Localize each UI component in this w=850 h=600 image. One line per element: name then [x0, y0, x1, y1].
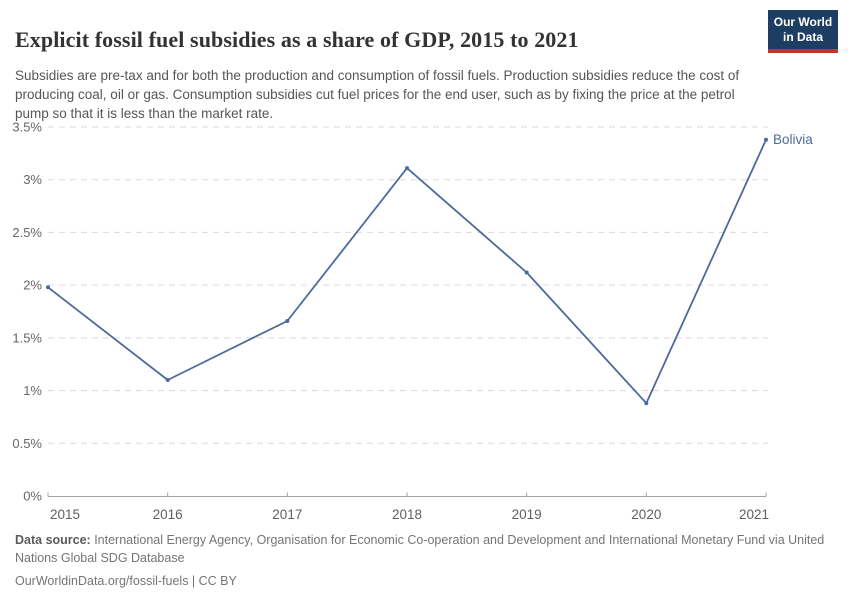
y-tick-label: 3.5%: [12, 120, 42, 135]
x-tick-label: 2016: [153, 507, 183, 522]
chart-subtitle: Subsidies are pre-tax and for both the p…: [15, 67, 740, 121]
line-chart[interactable]: 0% 0.5% 1% 1.5% 2% 2.5% 3% 3.5% 2015 2016 2017 2018…: [0, 110, 850, 525]
y-tick-label: 0.5%: [12, 436, 42, 451]
x-tick-label: 2015: [50, 507, 80, 522]
x-tick-label: 2021: [739, 507, 769, 522]
data-point[interactable]: [285, 319, 290, 323]
citation-line: OurWorldinData.org/fossil-fuels | CC BY: [15, 574, 237, 588]
x-tick-label: 2018: [392, 507, 422, 522]
x-tick-label: 2020: [631, 507, 661, 522]
data-point[interactable]: [46, 285, 50, 290]
owid-logo: Our World in Data: [768, 10, 838, 53]
data-point[interactable]: [524, 270, 529, 275]
data-point[interactable]: [405, 166, 409, 171]
owid-logo-line1: Our World: [773, 15, 833, 29]
chart-title: Explicit fossil fuel subsidies as a shar…: [15, 26, 579, 52]
data-point[interactable]: [644, 401, 649, 406]
chart-footer: Data source: International Energy Agency…: [15, 531, 825, 590]
x-tick-label: 2017: [272, 507, 302, 522]
data-point[interactable]: [764, 137, 768, 142]
owid-logo-line2: in Data: [782, 30, 823, 44]
series-end-label[interactable]: Bolivia: [773, 132, 813, 147]
data-source-text: International Energy Agency, Organisatio…: [15, 533, 825, 565]
y-tick-label: 0%: [23, 489, 42, 504]
y-tick-label: 2.5%: [12, 225, 42, 240]
y-tick-label: 1%: [23, 383, 42, 398]
data-source-note: Data source: International Energy Agency…: [15, 531, 825, 567]
x-tick-label: 2019: [512, 507, 542, 522]
data-source-label: Data source:: [15, 533, 91, 547]
y-tick-label: 1.5%: [12, 330, 42, 345]
y-tick-label: 2%: [23, 278, 42, 293]
y-tick-label: 3%: [23, 172, 42, 187]
data-point[interactable]: [165, 378, 170, 382]
